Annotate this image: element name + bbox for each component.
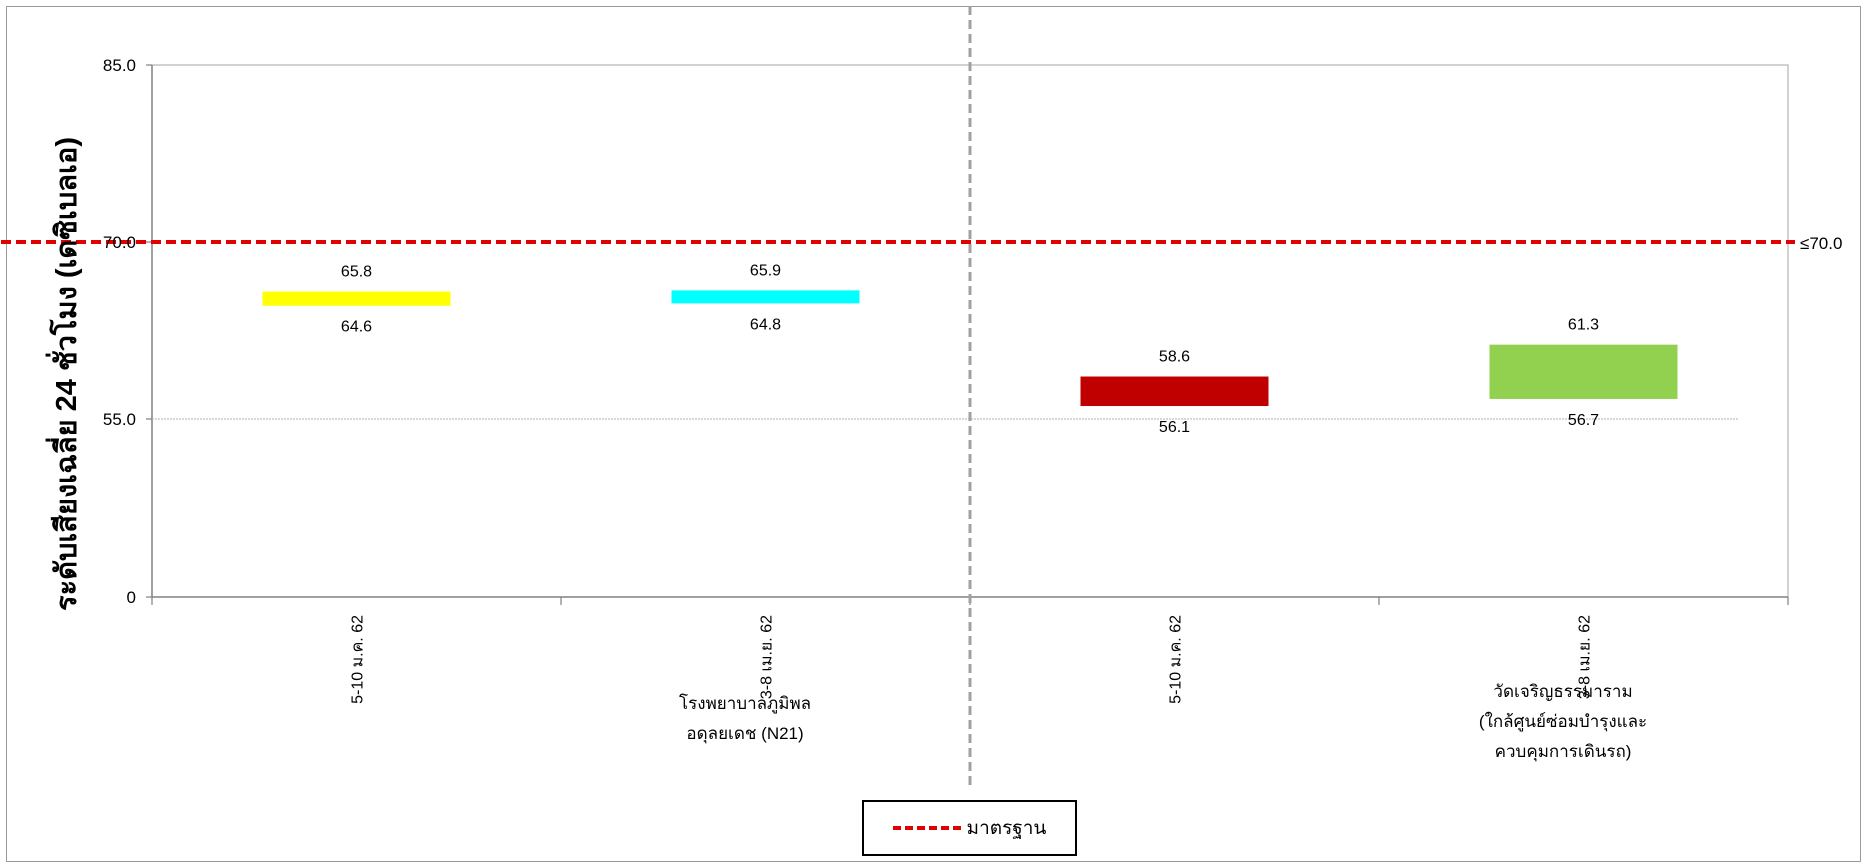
y-axis-label: ระดับเสียงเฉลี่ย 24 ชั่วโมง (เดซิเบลเอ) — [45, 137, 83, 611]
y-tick-label: 70.0 — [103, 233, 136, 252]
y-tick-label: 85.0 — [103, 56, 136, 75]
legend: มาตรฐาน — [862, 800, 1077, 856]
x-category-label: 3-8 เม.ย. 62 — [1577, 615, 1594, 699]
x-category-label: 3-8 เม.ย. 62 — [759, 615, 776, 699]
group-label: วัดเจริญธรรมาราม — [1493, 682, 1632, 701]
axes — [146, 6, 1789, 786]
range-bar — [1080, 376, 1269, 407]
data-label-low: 56.1 — [1159, 419, 1190, 436]
chart-frame — [6, 6, 1861, 862]
data-label-low: 64.8 — [750, 316, 781, 333]
legend-swatch-standard — [892, 826, 961, 830]
legend-label-standard: มาตรฐาน — [966, 818, 1047, 839]
data-label-low: 64.6 — [341, 319, 372, 336]
range-bar — [262, 291, 451, 306]
data-label-high: 58.6 — [1159, 349, 1190, 366]
standard-line-label: ≤70.0 — [1800, 234, 1842, 253]
x-category-label: 5-10 ม.ค. 62 — [350, 615, 367, 704]
y-tick-label: 55.0 — [103, 410, 136, 429]
labels: 0 55.0 70.0 85.0 65.8 64.6 5-10 ม.ค. 62 65.9 64.… — [103, 56, 1843, 762]
group-label: อดุลยเดช (N21) — [686, 724, 803, 744]
range-bar — [671, 290, 860, 304]
bars — [1, 240, 1795, 407]
data-label-high: 65.8 — [341, 264, 372, 281]
group-label: โรงพยาบาลภูมิพล — [679, 693, 811, 714]
data-label-low: 56.7 — [1568, 412, 1599, 429]
x-category-label: 5-10 ม.ค. 62 — [1168, 615, 1185, 704]
group-label: ควบคุมการเดินรถ) — [1495, 742, 1632, 762]
y-tick-label: 0 — [127, 588, 136, 607]
range-bar — [1489, 344, 1678, 399]
data-label-high: 65.9 — [750, 262, 781, 279]
data-label-high: 61.3 — [1568, 317, 1599, 334]
group-label: (ใกล้ศูนย์ซ่อมบำรุงและ — [1479, 711, 1647, 732]
